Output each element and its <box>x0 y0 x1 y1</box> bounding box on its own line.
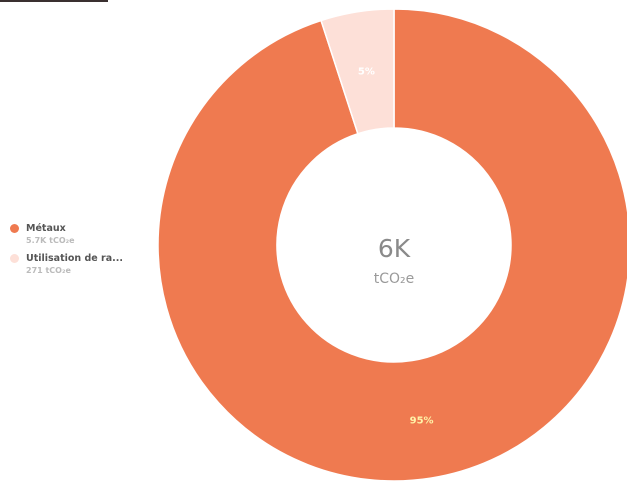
legend-label: Métaux <box>26 223 66 234</box>
center-unit-label: tCO₂e <box>374 271 415 287</box>
legend-dot-icon <box>10 254 19 263</box>
donut-slice-1[interactable] <box>320 8 395 135</box>
legend-dot-icon <box>10 224 19 233</box>
legend-value: 271 tCO₂e <box>26 266 71 275</box>
legend-value: 5.7K tCO₂e <box>26 236 75 245</box>
center-total-value: 6K <box>378 234 411 263</box>
legend: Métaux 5.7K tCO₂e Utilisation de ra... 2… <box>10 222 160 282</box>
donut-slice-0[interactable] <box>157 8 627 482</box>
legend-label: Utilisation de ra... <box>26 253 123 264</box>
slice-percent-label-0: 95% <box>410 415 434 426</box>
header-bar <box>0 0 108 2</box>
slice-percent-label-1: 5% <box>358 67 375 78</box>
legend-item-metaux[interactable]: Métaux 5.7K tCO₂e <box>10 222 160 247</box>
legend-item-utilisation[interactable]: Utilisation de ra... 271 tCO₂e <box>10 252 160 277</box>
